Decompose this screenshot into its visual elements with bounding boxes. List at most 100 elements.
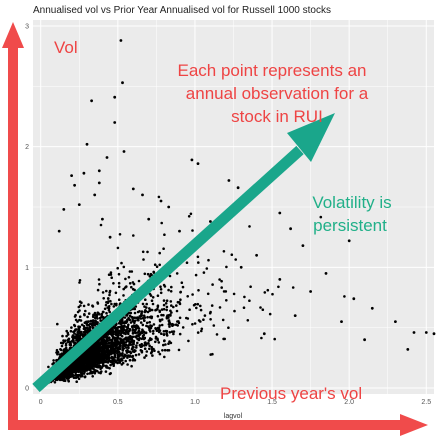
data-point (125, 346, 128, 349)
data-point (156, 314, 160, 318)
data-point (93, 365, 96, 368)
data-point (111, 349, 114, 353)
data-point (101, 337, 105, 341)
data-point (93, 350, 96, 353)
data-point (55, 348, 59, 352)
data-point (139, 317, 143, 320)
data-point (319, 215, 323, 219)
data-point (74, 376, 78, 380)
data-point (260, 336, 263, 340)
data-point (249, 285, 252, 289)
data-point (68, 374, 72, 378)
data-point (132, 234, 135, 237)
data-point (163, 355, 166, 359)
data-point (207, 258, 210, 262)
each-point-annotation-1: Each point represents an (177, 61, 366, 80)
data-point (65, 373, 68, 376)
data-point (122, 150, 126, 153)
data-point (64, 370, 67, 374)
data-point (154, 327, 157, 330)
data-point (148, 292, 152, 296)
data-point (73, 332, 76, 335)
data-point (119, 353, 122, 356)
data-point (109, 273, 113, 276)
data-point (255, 253, 258, 257)
data-point (133, 319, 137, 323)
data-point (85, 358, 89, 362)
data-point (309, 290, 312, 293)
data-point (85, 349, 89, 353)
data-point (289, 227, 292, 231)
data-point (116, 326, 119, 330)
data-point (172, 305, 175, 309)
data-point (152, 271, 156, 274)
data-point (225, 265, 228, 269)
data-point (169, 290, 173, 293)
data-point (225, 299, 228, 302)
data-point (236, 186, 240, 190)
data-point (140, 349, 144, 353)
data-point (129, 336, 133, 340)
data-point (162, 303, 166, 307)
data-point (124, 359, 127, 363)
data-point (82, 369, 86, 373)
data-point (122, 265, 126, 269)
volatility-annotation-2: persistent (313, 216, 387, 235)
data-point (168, 325, 171, 328)
data-point (110, 276, 113, 280)
data-point (160, 308, 164, 311)
data-point (158, 319, 162, 323)
data-point (155, 265, 159, 269)
data-point (102, 345, 106, 348)
data-point (164, 302, 168, 305)
data-point (119, 322, 123, 326)
data-point (113, 356, 117, 359)
data-point (166, 349, 169, 352)
data-point (120, 326, 123, 330)
data-point (81, 333, 85, 337)
data-point (109, 331, 112, 335)
data-point (103, 307, 107, 311)
data-point (104, 340, 107, 343)
data-point (194, 273, 198, 277)
data-point (72, 370, 76, 374)
data-point (131, 329, 134, 332)
data-point (105, 156, 109, 159)
data-point (125, 314, 129, 317)
data-point (193, 322, 197, 325)
data-point (148, 328, 151, 332)
data-point (99, 223, 103, 227)
data-point (88, 372, 92, 375)
data-point (57, 229, 61, 233)
data-point (169, 341, 173, 345)
data-point (159, 199, 163, 203)
data-point (118, 233, 122, 236)
data-point (347, 239, 351, 243)
data-point (412, 331, 416, 334)
data-point (220, 286, 223, 289)
data-point (143, 331, 147, 335)
data-point (162, 307, 166, 311)
data-point (81, 353, 85, 357)
data-point (178, 301, 181, 304)
data-point (146, 272, 150, 276)
data-point (78, 325, 82, 329)
data-point (150, 345, 153, 349)
data-point (180, 281, 184, 285)
data-point (116, 361, 119, 365)
data-point (95, 342, 99, 346)
data-point (83, 375, 87, 379)
data-point (110, 343, 113, 347)
data-point (61, 341, 65, 345)
data-point (66, 349, 70, 352)
data-point (78, 315, 82, 319)
data-point (157, 326, 161, 330)
data-point (113, 336, 116, 340)
data-point (98, 353, 101, 357)
data-point (96, 366, 100, 369)
data-point (76, 330, 80, 333)
data-point (110, 329, 113, 332)
data-point (110, 334, 114, 337)
data-point (160, 332, 163, 336)
